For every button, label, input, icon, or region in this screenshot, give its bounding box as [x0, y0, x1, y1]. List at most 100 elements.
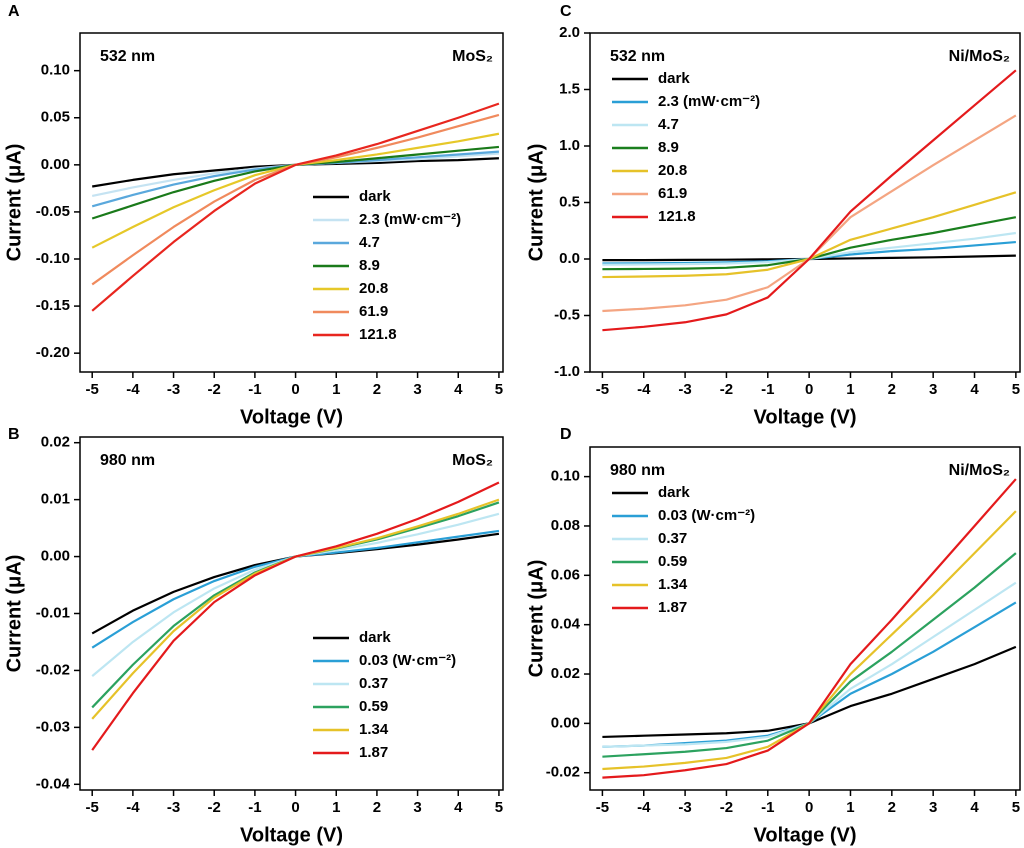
y-tick-label: -0.02 — [36, 661, 70, 678]
y-tick-label: 0.02 — [41, 434, 70, 451]
x-tick-label: -1 — [761, 381, 774, 398]
x-tick-label: 4 — [454, 381, 463, 398]
plot-frame — [589, 32, 1021, 373]
x-tick-label: -4 — [637, 799, 651, 816]
plot-frame — [79, 32, 504, 373]
y-tick-label: 0.0 — [559, 250, 580, 267]
x-tick-label: -4 — [126, 799, 140, 816]
legend-label: 20.8 — [359, 280, 388, 297]
legend-label: 1.34 — [658, 576, 688, 593]
annotation: MoS₂ — [452, 48, 493, 65]
x-tick-label: -4 — [126, 381, 140, 398]
x-tick-label: -3 — [678, 381, 691, 398]
y-tick-label: -0.03 — [36, 718, 70, 735]
legend-label: 61.9 — [359, 303, 388, 320]
y-tick-label: 0.10 — [551, 468, 580, 485]
x-axis-title: Voltage (V) — [240, 406, 343, 428]
x-axis-title: Voltage (V) — [754, 824, 857, 846]
y-tick-label: 0.00 — [41, 548, 70, 565]
annotation: 532 nm — [610, 48, 665, 65]
x-axis-title: Voltage (V) — [754, 406, 857, 428]
x-tick-label: -3 — [167, 799, 180, 816]
x-tick-label: -5 — [596, 381, 609, 398]
y-tick-label: 0.06 — [551, 566, 580, 583]
legend-label: 0.03 (W·cm⁻²) — [359, 652, 456, 669]
annotation: 980 nm — [610, 462, 665, 479]
data-line — [602, 216, 1017, 271]
x-tick-label: -5 — [86, 799, 99, 816]
x-tick-label: 1 — [846, 799, 854, 816]
x-tick-label: 3 — [929, 381, 937, 398]
y-tick-label: 0.00 — [551, 714, 580, 731]
x-tick-label: -1 — [248, 381, 261, 398]
x-tick-label: 2 — [373, 381, 381, 398]
x-tick-label: 1 — [332, 799, 340, 816]
legend-label: 1.87 — [658, 599, 687, 616]
legend-label: 0.59 — [658, 553, 687, 570]
y-tick-label: 1.0 — [559, 137, 580, 154]
x-tick-label: -2 — [208, 799, 221, 816]
x-tick-label: 0 — [805, 799, 813, 816]
y-tick-label: -0.5 — [554, 306, 580, 323]
x-tick-label: -5 — [596, 799, 609, 816]
data-line — [602, 69, 1017, 332]
x-tick-label: 1 — [846, 381, 854, 398]
y-tick-label: -0.05 — [36, 203, 70, 220]
x-tick-label: 5 — [1012, 381, 1020, 398]
data-line — [91, 532, 500, 635]
panel-label: B — [8, 426, 20, 443]
x-tick-label: 5 — [495, 799, 503, 816]
y-axis-title: Current (μA) — [525, 560, 547, 678]
data-line — [91, 498, 500, 720]
legend-label: dark — [359, 629, 391, 646]
annotation: Ni/MoS₂ — [949, 462, 1010, 479]
legend-label: 2.3 (mW·cm⁻²) — [658, 93, 760, 110]
y-tick-label: 1.5 — [559, 80, 580, 97]
panel-label: A — [8, 3, 20, 20]
y-tick-label: 0.04 — [551, 616, 581, 633]
legend-label: 121.8 — [658, 208, 696, 225]
x-tick-label: 2 — [888, 381, 896, 398]
x-tick-label: 5 — [495, 381, 503, 398]
legend-label: dark — [658, 484, 690, 501]
legend-label: 61.9 — [658, 185, 687, 202]
x-tick-label: 2 — [373, 799, 381, 816]
legend-label: 1.34 — [359, 721, 389, 738]
y-tick-label: 2.0 — [559, 24, 580, 41]
x-tick-label: 5 — [1012, 799, 1020, 816]
legend-label: 2.3 (mW·cm⁻²) — [359, 211, 461, 228]
panel-label: D — [560, 426, 572, 443]
legend-label: 0.37 — [658, 530, 687, 547]
plot-frame — [589, 446, 1021, 791]
x-tick-label: -1 — [248, 799, 261, 816]
plot-frame — [79, 436, 504, 791]
annotation: 532 nm — [100, 48, 155, 65]
legend-label: 0.37 — [359, 675, 388, 692]
y-tick-label: -0.01 — [36, 604, 70, 621]
x-tick-label: 4 — [970, 799, 979, 816]
data-line — [602, 478, 1017, 779]
y-tick-label: 0.10 — [41, 62, 70, 79]
x-tick-label: -2 — [720, 799, 733, 816]
y-tick-label: -0.04 — [36, 775, 71, 792]
legend-label: 8.9 — [359, 257, 380, 274]
y-tick-label: 0.5 — [559, 193, 580, 210]
x-tick-label: 2 — [888, 799, 896, 816]
y-tick-label: 0.05 — [41, 109, 70, 126]
legend-label: 1.87 — [359, 744, 388, 761]
legend-label: dark — [359, 188, 391, 205]
x-tick-label: -3 — [167, 381, 180, 398]
legend-label: dark — [658, 70, 690, 87]
x-tick-label: 3 — [413, 799, 421, 816]
y-tick-label: 0.02 — [551, 665, 580, 682]
legend-label: 0.03 (W·cm⁻²) — [658, 507, 755, 524]
legend-label: 0.59 — [359, 698, 388, 715]
y-tick-label: -1.0 — [554, 363, 580, 380]
x-tick-label: -5 — [86, 381, 99, 398]
y-tick-label: -0.20 — [36, 344, 70, 361]
x-tick-label: 0 — [291, 799, 299, 816]
data-line — [91, 529, 500, 649]
y-tick-label: 0.08 — [551, 517, 580, 534]
data-line — [91, 501, 500, 709]
x-tick-label: -2 — [720, 381, 733, 398]
